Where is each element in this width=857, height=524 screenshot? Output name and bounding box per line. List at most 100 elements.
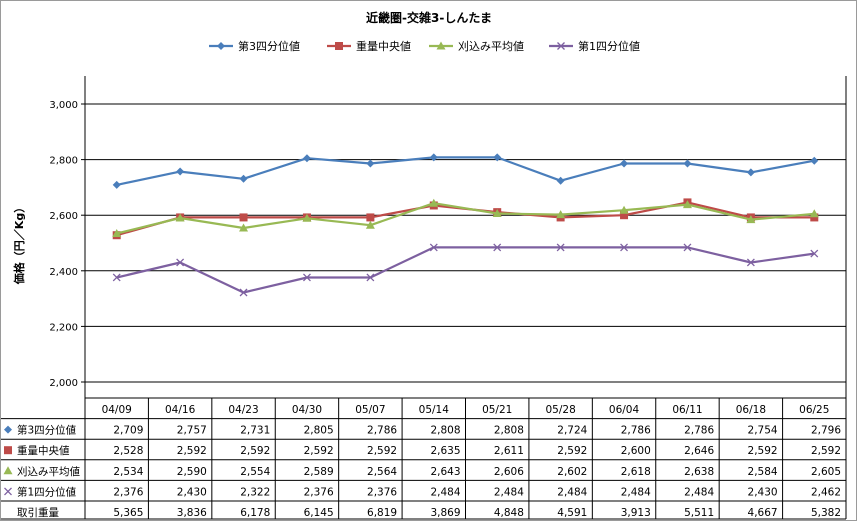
data-point xyxy=(619,205,629,214)
y-axis-label: 価格（円／Kg） xyxy=(12,202,26,285)
x-tick-label: 04/16 xyxy=(165,404,196,416)
table-row-label: 刈込み平均値 xyxy=(17,465,80,478)
series-line xyxy=(116,202,815,235)
data-point xyxy=(556,176,565,185)
table-row-label: 重量中央値 xyxy=(17,444,70,457)
series-3 xyxy=(112,198,819,238)
y-tick-label: 3,000 xyxy=(49,100,78,111)
table-cell: 2,786 xyxy=(621,425,651,437)
table-cell: 2,754 xyxy=(748,425,778,437)
table-cell: 2,430 xyxy=(177,486,207,498)
table-cell: 2,376 xyxy=(113,486,143,498)
data-point xyxy=(112,229,122,238)
data-point xyxy=(302,154,311,163)
data-point xyxy=(746,258,755,267)
table-cell: 2,592 xyxy=(367,445,397,457)
x-tick-label: 05/07 xyxy=(355,404,385,416)
y-tick-label: 2,600 xyxy=(49,211,78,222)
table-cell: 2,376 xyxy=(304,486,334,498)
table-cell: 2,590 xyxy=(177,466,207,478)
data-point xyxy=(112,180,121,189)
table-row-key xyxy=(3,466,13,475)
x-tick-label: 05/28 xyxy=(545,404,575,416)
data-point xyxy=(302,273,311,282)
data-point xyxy=(239,288,248,297)
chart-title: 近畿圏-交雑3-しんたま xyxy=(366,10,492,25)
data-point xyxy=(810,213,819,222)
table-cell: 4,591 xyxy=(557,507,587,519)
series-line xyxy=(116,156,815,186)
data-point xyxy=(176,258,185,267)
table-row-label: 第1四分位値 xyxy=(17,485,77,498)
table-cell: 2,584 xyxy=(748,466,778,478)
data-point xyxy=(239,223,249,232)
legend-label: 重量中央値 xyxy=(356,39,411,53)
x-tick-label: 05/14 xyxy=(419,404,450,416)
table-row-label: 取引重量 xyxy=(17,506,59,519)
table-cell: 2,731 xyxy=(240,425,270,437)
series-1 xyxy=(112,153,819,189)
data-point xyxy=(746,168,755,177)
data-point xyxy=(810,156,819,165)
table-cell: 2,618 xyxy=(621,466,651,478)
table-cell: 6,145 xyxy=(304,507,334,519)
x-tick-label: 04/23 xyxy=(228,404,258,416)
y-tick-label: 2,000 xyxy=(49,378,78,389)
table-cell: 2,534 xyxy=(113,466,143,478)
table-cell: 2,322 xyxy=(240,486,270,498)
y-tick-label: 2,800 xyxy=(49,156,78,167)
data-point xyxy=(556,243,565,252)
x-tick-label: 06/11 xyxy=(672,404,702,416)
table-cell: 2,376 xyxy=(367,486,397,498)
data-point xyxy=(809,209,819,218)
data-point xyxy=(682,200,692,209)
data-point xyxy=(366,213,375,222)
table-cell: 2,554 xyxy=(240,466,270,478)
square-marker xyxy=(335,42,343,50)
table-cell: 2,635 xyxy=(430,445,460,457)
table-cell: 2,484 xyxy=(430,486,460,498)
table-cell: 3,869 xyxy=(430,507,460,519)
x-tick-label: 06/25 xyxy=(799,404,829,416)
y-axis-ticks: 2,000 2,200 2,400 2,600 2,800 3,000 xyxy=(49,100,78,389)
x-marker xyxy=(4,487,12,496)
table-cell: 4,667 xyxy=(748,507,778,519)
data-point xyxy=(429,198,439,207)
table-cell: 2,605 xyxy=(811,466,841,478)
table-row-label: 第3四分位値 xyxy=(17,424,77,437)
table-cell: 2,786 xyxy=(367,425,397,437)
data-point xyxy=(429,153,438,162)
table-cell: 2,611 xyxy=(494,445,524,457)
data-point xyxy=(112,273,121,282)
table-cell: 2,484 xyxy=(557,486,587,498)
table-cell: 5,382 xyxy=(811,507,841,519)
table-row-key xyxy=(4,446,12,455)
table-cell: 2,643 xyxy=(430,466,460,478)
table-cell: 2,796 xyxy=(811,425,841,437)
table-row-key xyxy=(4,425,12,434)
square-marker xyxy=(4,446,12,455)
table-cell: 2,430 xyxy=(748,486,778,498)
data-point xyxy=(176,167,185,176)
data-point xyxy=(683,243,692,252)
table-cell: 5,365 xyxy=(113,507,143,519)
series-line xyxy=(116,246,815,294)
table-cell: 3,913 xyxy=(621,507,651,519)
data-point xyxy=(365,220,375,229)
data-point xyxy=(492,209,502,218)
x-tick-label: 06/04 xyxy=(609,404,640,416)
data-point xyxy=(620,211,629,220)
data-point xyxy=(493,153,502,162)
legend-label: 刈込み平均値 xyxy=(458,40,524,53)
data-table: 04/09 04/16 04/23 04/30 05/07 05/14 05/21 05/28… xyxy=(1,76,847,520)
table-cell: 2,528 xyxy=(113,445,143,457)
table-cell: 2,808 xyxy=(430,425,460,437)
table-cell: 2,592 xyxy=(811,445,841,457)
table-cell: 2,600 xyxy=(621,445,651,457)
x-tick-label: 04/30 xyxy=(292,404,322,416)
table-cell: 3,836 xyxy=(177,507,207,519)
x-tick-label: 05/21 xyxy=(482,404,512,416)
table-cell: 2,589 xyxy=(304,466,334,478)
